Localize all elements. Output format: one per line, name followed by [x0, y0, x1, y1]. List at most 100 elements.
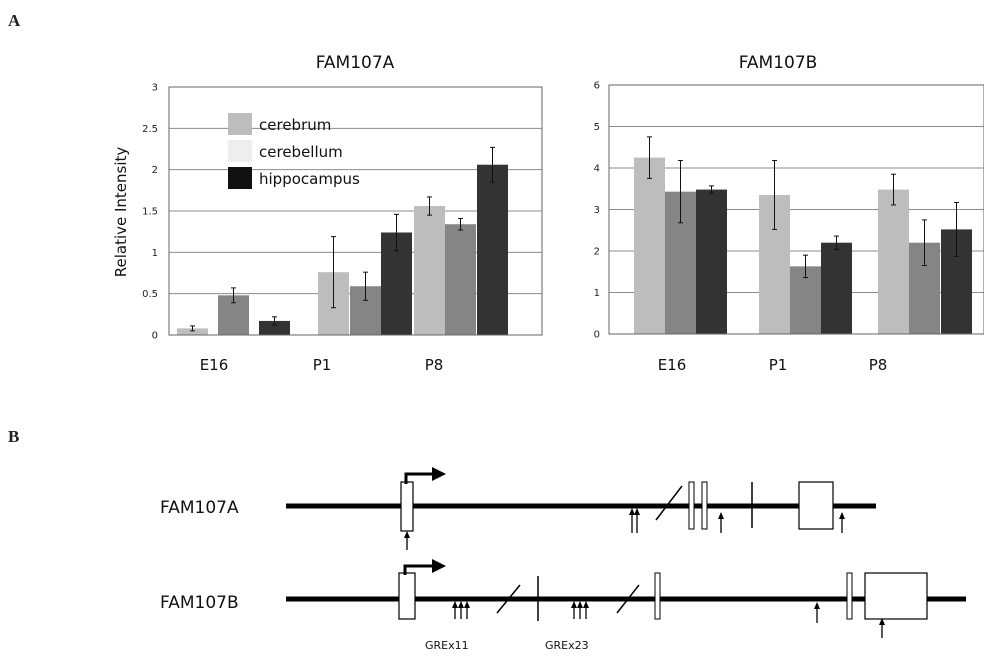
gre-arrow — [458, 601, 464, 619]
exon-box — [654, 572, 661, 620]
gre-arrow — [464, 601, 470, 619]
gre-arrow — [879, 618, 885, 638]
gre-arrow — [583, 601, 589, 619]
category-labels: E16 P1 P8 — [200, 356, 444, 374]
chart-fam107b: FAM107B 0 1 2 3 4 5 6 E16 P1 P8 — [594, 53, 984, 374]
bar-cerebrum-P8 — [414, 206, 445, 335]
y-tick-label: 2 — [152, 165, 158, 176]
y-tick-label: 2 — [594, 247, 600, 258]
gre-arrow — [404, 531, 410, 550]
error-bar-cerebrum-P1 — [772, 160, 777, 230]
exon-box — [864, 572, 928, 620]
gre-label: GREx23 — [545, 639, 589, 652]
tss-arrowhead — [432, 467, 446, 481]
panel-label-a: A — [8, 11, 21, 30]
break-mark — [616, 584, 640, 614]
y-tick-label: 0.5 — [142, 289, 158, 300]
error-bar-hippocampus-P8 — [954, 201, 959, 257]
gre-label: GREx11 — [425, 639, 469, 652]
bar-cerebellum-P8 — [445, 224, 476, 335]
legend-swatch-hippocampus — [228, 167, 252, 189]
plot-frame — [168, 86, 543, 336]
y-tick-label: 0 — [594, 330, 600, 341]
gre-arrow — [839, 512, 845, 533]
error-bar-cerebrum-P8 — [427, 196, 432, 216]
chart-title: FAM107A — [316, 53, 395, 73]
bar-hippocampus-E16 — [259, 320, 290, 335]
y-tick-label: 1 — [594, 288, 600, 299]
exon-box — [398, 572, 416, 620]
bar-cerebrum-E16 — [634, 157, 665, 334]
category-label: P8 — [869, 356, 888, 374]
category-label: P1 — [769, 356, 788, 374]
y-tick-label: 5 — [594, 122, 600, 133]
gre-arrow — [452, 601, 458, 619]
legend-label-cerebellum: cerebellum — [259, 143, 343, 161]
exon-box — [688, 481, 695, 530]
error-bar-cerebrum-E16 — [190, 325, 195, 332]
bar-cerebrum-E16 — [177, 328, 208, 335]
y-tick-labels: 0 1 2 3 4 5 6 — [594, 81, 600, 341]
error-bar-cerebellum-E16 — [231, 287, 236, 304]
legend-swatch-cerebrum — [228, 113, 252, 135]
legend-label-hippocampus: hippocampus — [259, 170, 360, 188]
bar-hippocampus-E16 — [696, 189, 727, 334]
category-label: E16 — [200, 356, 229, 374]
break-mark — [655, 485, 683, 521]
error-bars — [190, 146, 495, 332]
category-label: E16 — [658, 356, 687, 374]
y-axis-label: Relative Intensity — [112, 147, 130, 278]
y-tick-label: 1.5 — [142, 207, 158, 218]
category-label: P1 — [313, 356, 332, 374]
tss-arrowhead — [432, 559, 446, 573]
gre-arrow — [571, 601, 577, 619]
exon-box — [701, 481, 708, 530]
legend: cerebrum cerebellum hippocampus — [228, 113, 360, 189]
error-bar-hippocampus-P1 — [394, 213, 399, 252]
error-bar-hippocampus-E16 — [709, 185, 714, 194]
error-bar-hippocampus-P1 — [834, 235, 839, 250]
error-bar-cerebellum-P8 — [922, 219, 927, 267]
bar-hippocampus-P8 — [477, 164, 508, 335]
break-mark — [496, 584, 521, 614]
legend-swatch-cerebellum — [228, 140, 252, 162]
gre-arrow — [629, 508, 635, 533]
error-bar-cerebrum-P1 — [331, 236, 336, 309]
bar-cerebrum-P8 — [878, 189, 909, 334]
panel-label-b: B — [8, 427, 19, 446]
legend-label-cerebrum: cerebrum — [259, 116, 331, 134]
exon-box — [400, 481, 414, 532]
error-bar-cerebrum-E16 — [647, 136, 652, 179]
error-bar-cerebrum-P8 — [891, 173, 896, 206]
error-bar-cerebellum-E16 — [678, 160, 683, 224]
chart-fam107a: FAM107A Relative Intensity 0 0.5 1 1.5 2 2.5 3… — [112, 53, 543, 374]
bar-hippocampus-P1 — [821, 242, 852, 334]
chart-title: FAM107B — [739, 53, 818, 73]
category-labels: E16 P1 P8 — [658, 356, 888, 374]
y-tick-label: 6 — [594, 81, 600, 92]
tss-arrow-shaft — [403, 564, 434, 575]
bars — [634, 157, 972, 334]
y-tick-label: 1 — [152, 248, 158, 259]
gre-arrow — [634, 508, 640, 533]
y-tick-label: 3 — [594, 205, 600, 216]
bars — [177, 164, 508, 335]
error-bar-cerebellum-P8 — [458, 217, 463, 231]
plot-frame — [608, 84, 984, 335]
error-bar-cerebellum-P1 — [803, 254, 808, 279]
gene-label-fam107b: FAM107B — [160, 593, 239, 613]
category-label: P8 — [425, 356, 444, 374]
y-tick-label: 3 — [152, 83, 158, 94]
y-tick-label: 2.5 — [142, 124, 158, 135]
gene-diagram: FAM107A FAM107B GREx11 GRE — [160, 467, 966, 652]
error-bar-cerebellum-P1 — [363, 271, 368, 301]
tss-arrow-shaft — [404, 472, 434, 484]
error-bars — [647, 136, 959, 279]
gre-arrow — [577, 601, 583, 619]
exon-box — [798, 481, 834, 530]
gre-arrow — [718, 512, 724, 533]
y-tick-labels: 0 0.5 1 1.5 2 2.5 3 — [142, 83, 158, 342]
error-bar-hippocampus-E16 — [272, 316, 277, 326]
y-tick-label: 4 — [594, 164, 600, 175]
